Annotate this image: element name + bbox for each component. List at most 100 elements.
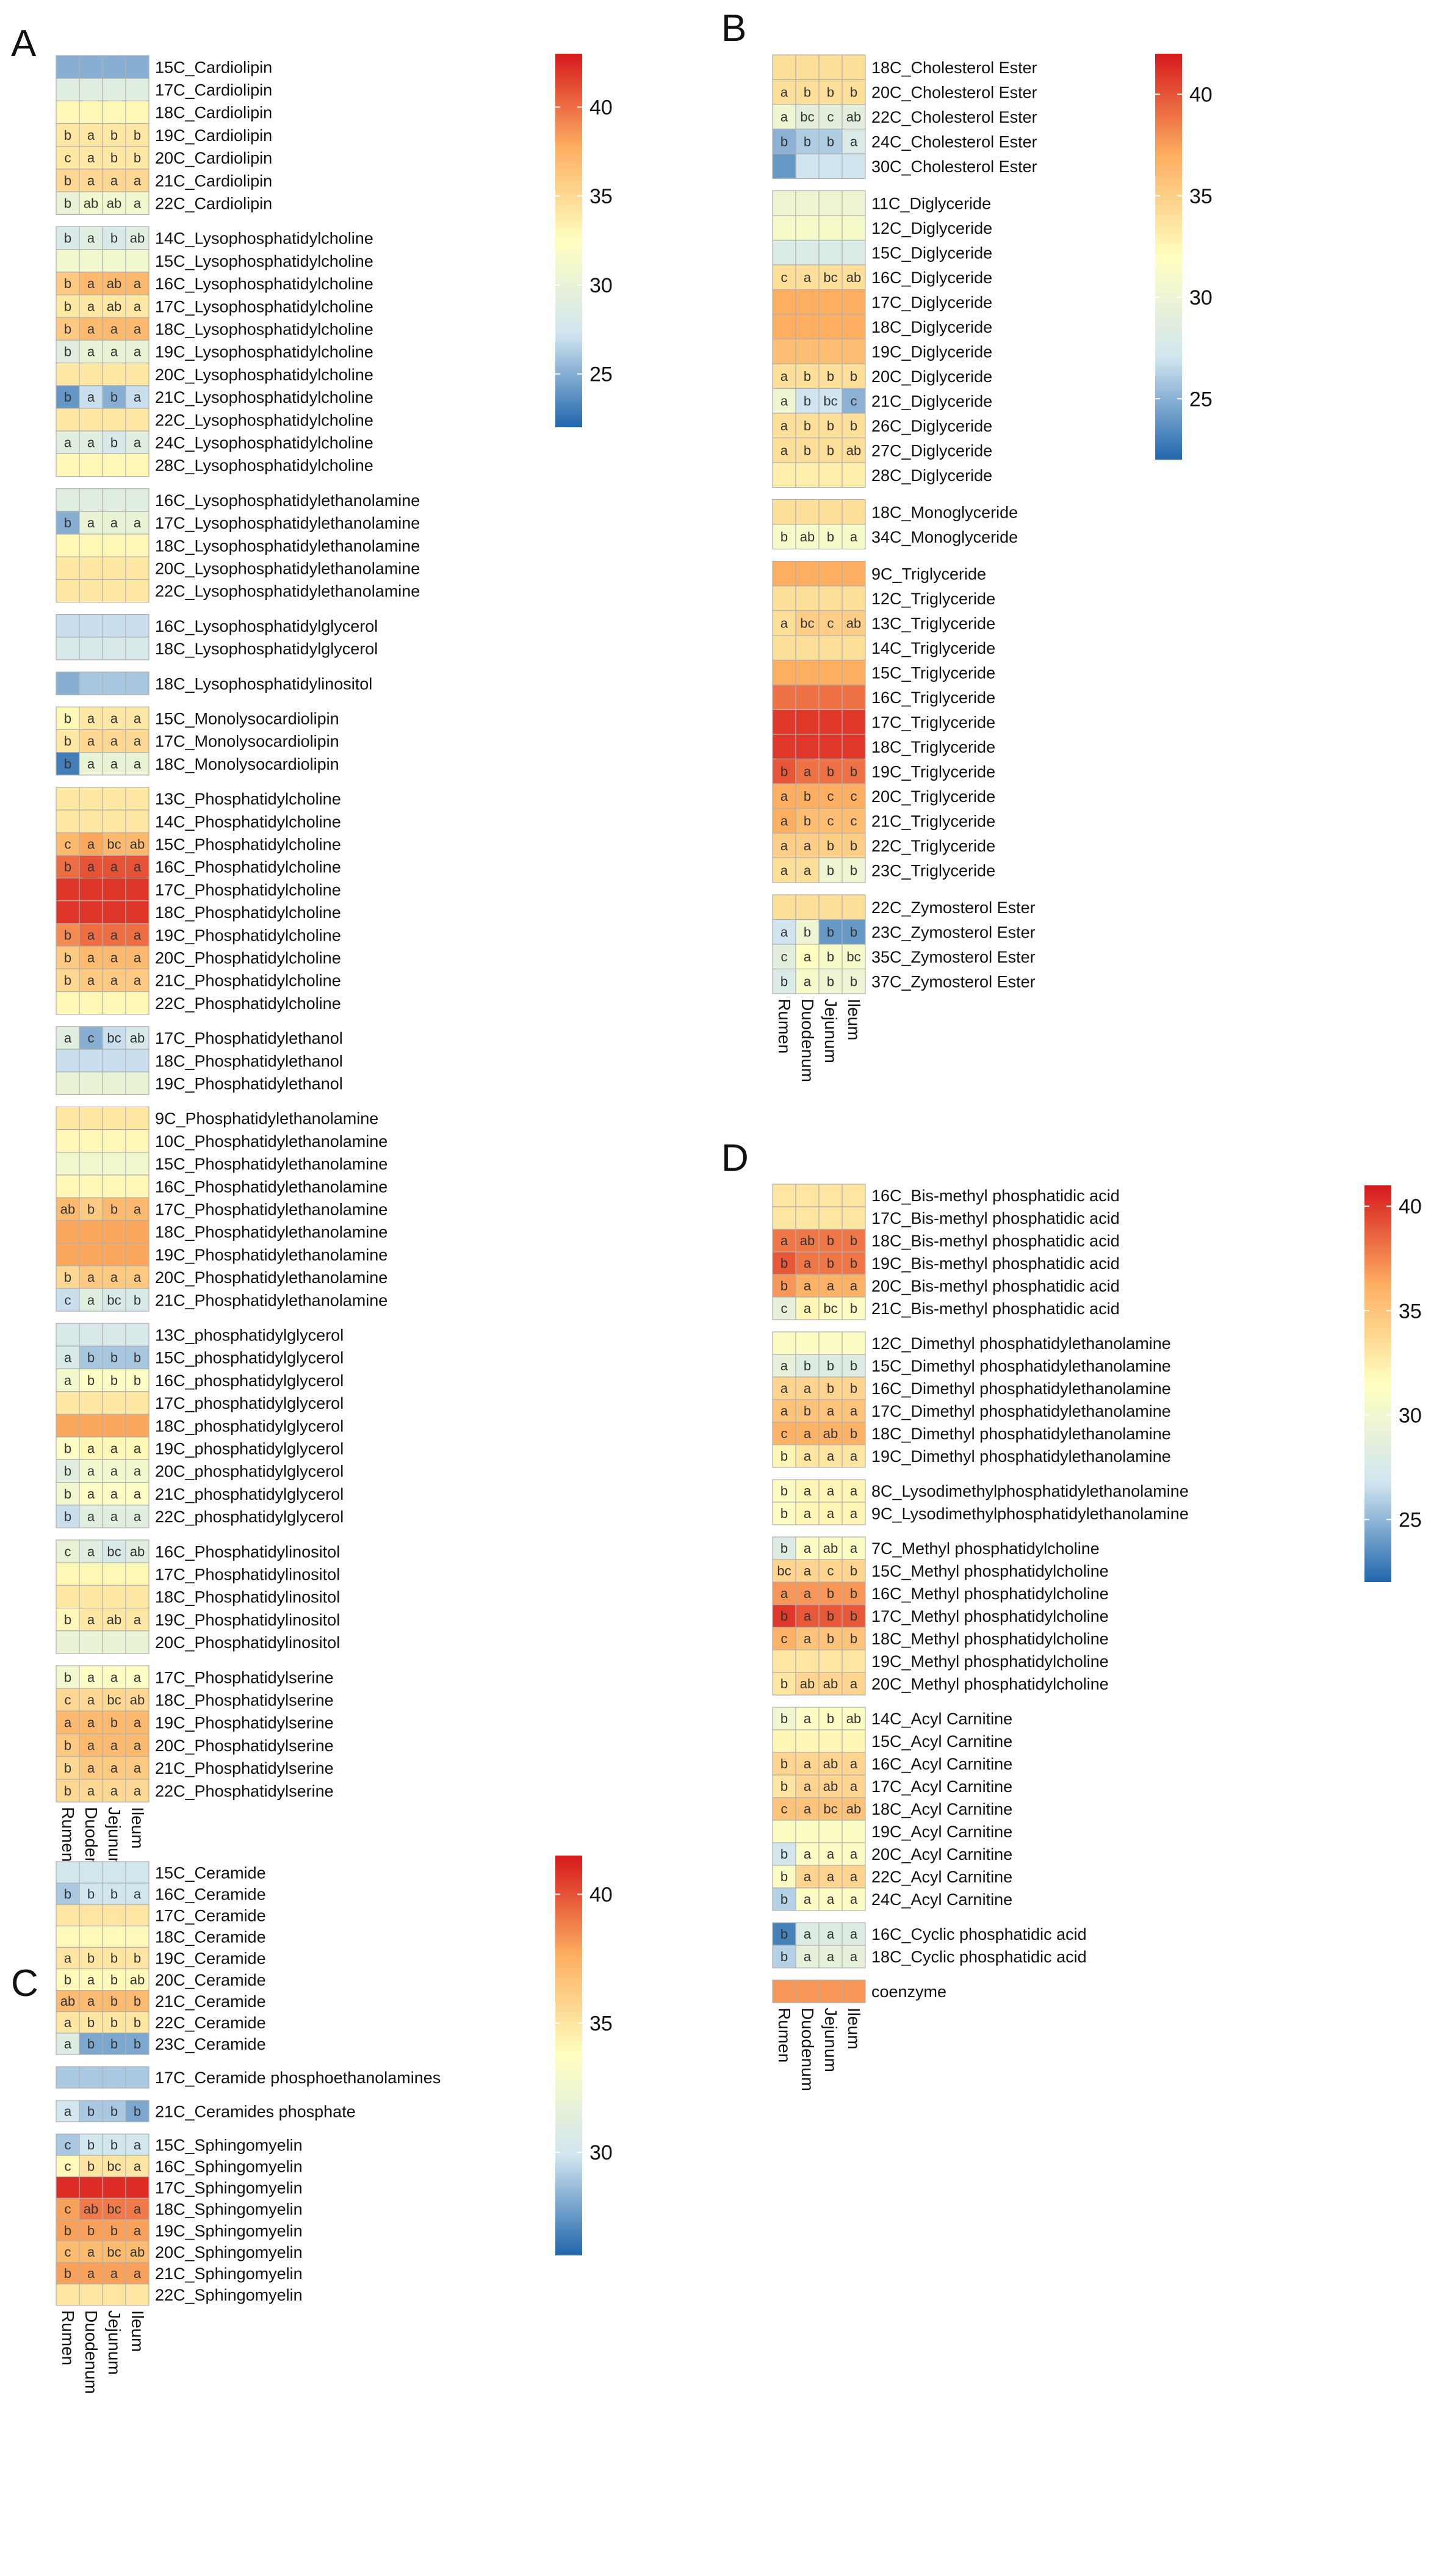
- panel-a-row-21c-lysophosphatidylcholine-letter-ileum: a: [134, 389, 142, 405]
- panel-d-row-14c-acyl-carnitine-letter-duodenum: a: [804, 1711, 812, 1726]
- panel-d-legend-label-30: 30: [1399, 1404, 1422, 1427]
- panel-d-row-9c-lysodimethylphosphatidylethanolamine-letter-jejunum: a: [827, 1506, 835, 1521]
- panel-b-row-20c-cholesterol-ester-letter-jejunum: b: [827, 84, 834, 99]
- panel-b-row-19c-diglyceride-cell-rumen: [772, 338, 796, 364]
- panel-c-column-duodenum: Duodenum: [82, 2310, 101, 2394]
- panel-a-row-17c-phosphatidylethanol-cell-ileum: [125, 1026, 150, 1050]
- panel-a-row-18c-lysophosphatidylinositol-label: 18C_Lysophosphatidylinositol: [155, 674, 372, 693]
- panel-b-row-35c-zymosterol-ester-letter-rumen: c: [781, 949, 788, 964]
- panel-a-row-18c-phosphatidylglycerol-cell-rumen: [56, 1414, 80, 1437]
- panel-b-row-17c-diglyceride-cell-ileum: [842, 289, 866, 315]
- panel-a-row-16c-phosphatidylinositol-letter-rumen: c: [65, 1544, 71, 1559]
- panel-c-legend-bar: [555, 1856, 582, 2255]
- panel-d-row-20c-acyl-carnitine-label: 20C_Acyl Carnitine: [871, 1845, 1012, 1864]
- panel-d-row-15c-dimethyl-phosphatidylethanolamine-letter-rumen: a: [780, 1358, 788, 1373]
- panel-a-row-20c-phosphatidylcholine-cell-ileum: [125, 945, 150, 969]
- panel-a-row-21c-lysophosphatidylcholine-cell-ileum: [125, 385, 150, 409]
- panel-a-color-legend: 25 30 35 40: [555, 54, 613, 427]
- panel-d-row-21c-bis-methyl-phosphatidic-acid-cell-duodenum: [795, 1296, 820, 1320]
- panel-d-row-16c-dimethyl-phosphatidylethanolamine-letter-ileum: b: [850, 1381, 857, 1396]
- panel-a-row-13c-phosphatidylglycerol-label: 13C_phosphatidylglycerol: [155, 1326, 344, 1345]
- panel-a-row-20c-lysophosphatidylcholine-cell-duodenum: [79, 362, 103, 386]
- panel-c-row-22c-ceramide-letter-jejunum: b: [110, 2015, 118, 2030]
- panel-c-color-legend: 30 35 40: [555, 1856, 613, 2255]
- panel-b-row-20c-triglyceride-letter-duodenum: b: [804, 789, 811, 804]
- panel-b-row-13c-triglyceride-letter-rumen: a: [780, 615, 788, 631]
- panel-c-row-19c-sphingomyelin-letter-rumen: b: [64, 2223, 71, 2238]
- panel-a-row-18c-phosphatidylserine-cell-jejunum: [102, 1688, 126, 1712]
- panel-b-row-34c-monoglyceride-cell-jejunum: [818, 524, 843, 550]
- panel-a-row-18c-phosphatidylinositol-cell-rumen: [56, 1585, 80, 1609]
- panel-b-row-11c-diglyceride-cell-duodenum: [795, 190, 820, 216]
- panel-d-column-ileum: Ileum: [845, 2008, 863, 2049]
- panel-d-row-coenzyme-cell-duodenum: [795, 1979, 820, 2003]
- panel-c-row-19c-ceramide: a b b b 19C_Ceramide: [56, 1947, 266, 1970]
- panel-b-row-22c-cholesterol-ester-cell-jejunum: [818, 104, 843, 130]
- panel-c-row-18c-sphingomyelin-letter-ileum: a: [134, 2202, 142, 2217]
- panel-d-row-12c-dimethyl-phosphatidylethanolamine: 12C_Dimethyl phosphatidylethanolamine: [772, 1331, 1171, 1355]
- panel-a-row-22c-lysophosphatidylethanolamine-cell-rumen: [56, 579, 80, 603]
- panel-d-row-15c-acyl-carnitine-cell-rumen: [772, 1729, 796, 1753]
- panel-a-row-16c-phosphatidylinositol-cell-duodenum: [79, 1539, 103, 1563]
- panel-b-row-19c-triglyceride-cell-jejunum: [818, 758, 843, 784]
- panel-d-row-15c-methyl-phosphatidylcholine-letter-ileum: b: [850, 1563, 857, 1578]
- panel-a-row-18c-cardiolipin-cell-ileum: [125, 100, 150, 125]
- panel-b-row-27c-diglyceride-letter-ileum: ab: [846, 443, 861, 458]
- panel-c-row-21c-sphingomyelin-cell-ileum: [125, 2262, 150, 2285]
- panel-c-row-21c-sphingomyelin-cell-jejunum: [102, 2262, 126, 2285]
- panel-d-row-15c-acyl-carnitine-label: 15C_Acyl Carnitine: [871, 1732, 1012, 1751]
- panel-a-row-16c-lysophosphatidylcholine-letter-ileum: a: [134, 276, 142, 291]
- panel-a-row-22c-phosphatidylglycerol-letter-ileum: a: [134, 1509, 142, 1524]
- panel-d-row-16c-dimethyl-phosphatidylethanolamine-cell-jejunum: [818, 1376, 843, 1400]
- panel-a-row-17c-lysophosphatidylcholine-cell-rumen: [56, 294, 80, 318]
- panel-a-row-20c-phosphatidylethanolamine-letter-jejunum: a: [110, 1270, 118, 1285]
- panel-d-row-17c-acyl-carnitine-letter-jejunum: ab: [823, 1779, 838, 1794]
- panel-d-row-19c-dimethyl-phosphatidylethanolamine-label: 19C_Dimethyl phosphatidylethanolamine: [871, 1447, 1171, 1466]
- panel-d-row-15c-dimethyl-phosphatidylethanolamine-label: 15C_Dimethyl phosphatidylethanolamine: [871, 1357, 1171, 1375]
- panel-b-row-27c-diglyceride-label: 27C_Diglyceride: [871, 441, 992, 460]
- panel-c-row-18c-ceramide-cell-rumen: [56, 1925, 80, 1948]
- panel-d-row-20c-bis-methyl-phosphatidic-acid-cell-duodenum: [795, 1274, 820, 1298]
- panel-b-row-16c-triglyceride: 16C_Triglyceride: [772, 684, 995, 710]
- panel-b-row-37c-zymosterol-ester-letter-jejunum: b: [827, 974, 834, 989]
- panel-d-row-18c-bis-methyl-phosphatidic-acid: a ab b b 18C_Bis-methyl phosphatidic acid: [772, 1229, 1120, 1253]
- panel-a-row-21c-phosphatidylglycerol-cell-duodenum: [79, 1482, 103, 1506]
- panel-b-row-19c-triglyceride-letter-rumen: b: [780, 764, 788, 779]
- panel-d-row-19c-bis-methyl-phosphatidic-acid-letter-duodenum: a: [804, 1256, 812, 1271]
- panel-a-row-10c-phosphatidylethanolamine-cell-rumen: [56, 1129, 80, 1153]
- panel-a-row-20c-phosphatidylglycerol-cell-rumen: [56, 1459, 80, 1483]
- panel-a-row-22c-phosphatidylcholine-cell-jejunum: [102, 991, 126, 1015]
- panel-a-row-21c-phosphatidylethanolamine-label: 21C_Phosphatidylethanolamine: [155, 1291, 387, 1309]
- panel-c-row-22c-sphingomyelin-cell-rumen: [56, 2283, 80, 2306]
- panel-d-row-18c-bis-methyl-phosphatidic-acid-cell-ileum: [842, 1229, 866, 1253]
- panel-b-row-12c-diglyceride-cell-jejunum: [818, 215, 843, 241]
- panel-a-row-17c-phosphatidylglycerol-cell-ileum: [125, 1391, 150, 1415]
- panel-d-row-9c-lysodimethylphosphatidylethanolamine-cell-jejunum: [818, 1502, 843, 1525]
- panel-c-row-21c-sphingomyelin-letter-rumen: b: [64, 2266, 71, 2281]
- panel-a-row-28c-lysophosphatidylcholine-cell-jejunum: [102, 453, 126, 477]
- panel-d: D 16C_Bis-methyl phosphatidic acid 17C_Bis…: [721, 1137, 1422, 2091]
- panel-a-row-18c-monolysocardiolipin-letter-jejunum: a: [110, 756, 118, 772]
- panel-b-row-14c-triglyceride-label: 14C_Triglyceride: [871, 639, 995, 657]
- panel-a-row-14c-lysophosphatidylcholine-letter-duodenum: a: [87, 231, 95, 246]
- panel-b-letter: B: [721, 7, 746, 49]
- panel-d-row-18c-acyl-carnitine-letter-jejunum: bc: [823, 1801, 837, 1817]
- panel-a-row-15c-lysophosphatidylcholine-cell-duodenum: [79, 249, 103, 273]
- panel-a-row-15c-monolysocardiolipin-cell-duodenum: [79, 706, 103, 730]
- panel-a-row-17c-lysophosphatidylethanolamine-letter-ileum: a: [134, 515, 142, 530]
- panel-b-row-22c-zymosterol-ester-label: 22C_Zymosterol Ester: [871, 898, 1036, 917]
- panel-a-row-21c-cardiolipin-letter-ileum: a: [134, 173, 142, 188]
- panel-d-row-24c-acyl-carnitine-letter-ileum: a: [850, 1892, 858, 1907]
- panel-b-legend-label-30: 30: [1189, 286, 1213, 309]
- panel-a-row-16c-lysophosphatidylcholine-label: 16C_Lysophosphatidylcholine: [155, 275, 373, 293]
- panel-b-row-20c-cholesterol-ester-cell-rumen: [772, 79, 796, 105]
- panel-b-row-13c-triglyceride-label: 13C_Triglyceride: [871, 614, 995, 632]
- panel-c-row-22c-sphingomyelin-cell-ileum: [125, 2283, 150, 2306]
- panel-d-row-20c-methyl-phosphatidylcholine: b ab ab a 20C_Methyl phosphatidylcholine: [772, 1672, 1109, 1696]
- panel-a-row-15c-phosphatidylcholine-cell-jejunum: [102, 832, 126, 856]
- panel-d-row-17c-methyl-phosphatidylcholine-letter-jejunum: b: [827, 1608, 834, 1624]
- panel-a-row-18c-phosphatidylethanol-cell-jejunum: [102, 1049, 126, 1072]
- panel-d-row-16c-methyl-phosphatidylcholine-label: 16C_Methyl phosphatidylcholine: [871, 1585, 1109, 1603]
- panel-a-row-18c-phosphatidylserine-letter-jejunum: bc: [107, 1693, 121, 1708]
- panel-d-row-18c-acyl-carnitine-letter-duodenum: a: [804, 1801, 812, 1817]
